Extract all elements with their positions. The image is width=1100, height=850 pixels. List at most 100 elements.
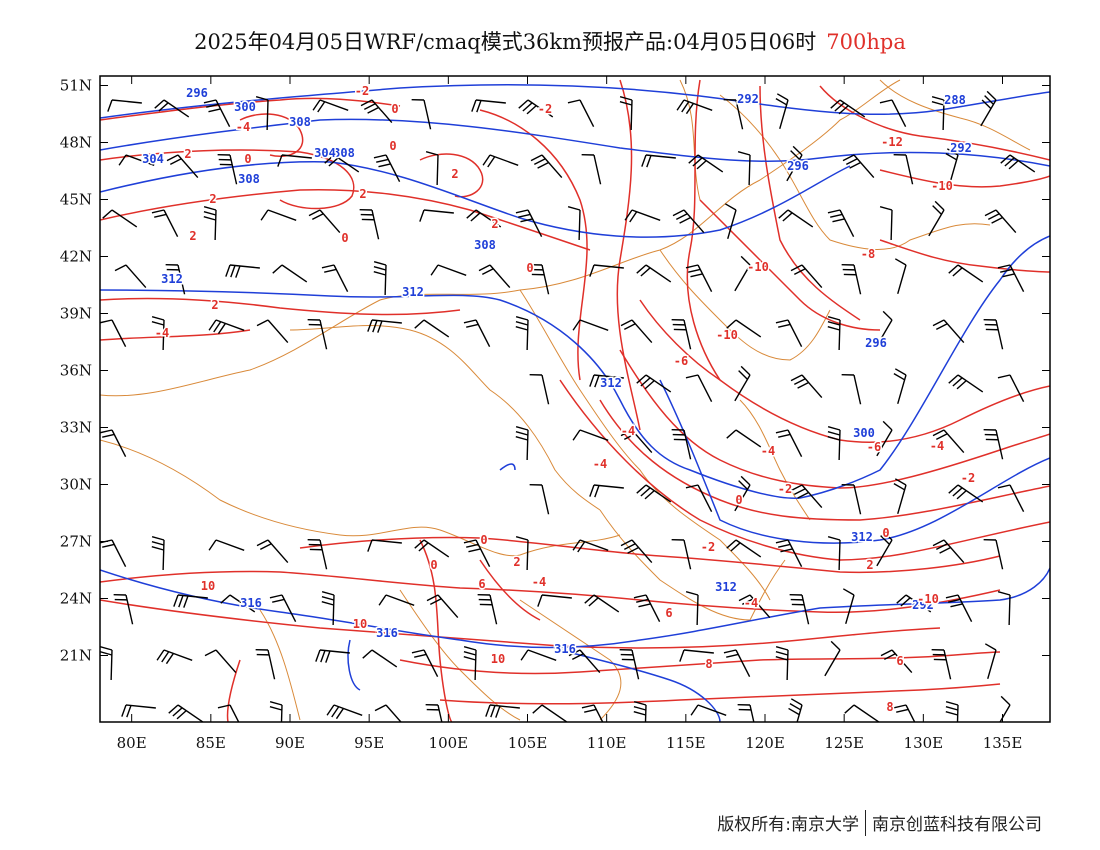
wind-barb [151,535,165,571]
wind-barb [308,209,341,234]
lon-tick-label: 110E [587,734,627,752]
wind-barb [589,264,624,277]
height-contour-label: 316 [376,626,398,640]
lat-tick-label: 27N [60,533,92,551]
height-contour-label: 312 [851,530,873,544]
temperature-contour-label: 8 [705,657,712,671]
temperature-contour-line [100,188,591,251]
wind-barb [471,99,506,113]
lat-tick-label: 36N [60,362,92,380]
wind-barb [671,539,692,570]
wind-barb [515,315,529,351]
wind-barb [775,539,803,568]
temperature-contour-label: 2 [359,187,366,201]
wind-barb [203,99,231,128]
wind-barb [321,590,335,626]
wind-barb [373,154,401,183]
wind-barb [896,594,932,613]
wind-barb [931,649,952,680]
wind-barb [567,99,595,128]
temperature-contour-line [686,79,721,381]
wind-barb [411,649,439,678]
temperature-contour-line [879,169,1050,188]
wind-barb [685,590,699,626]
lon-tick-label: 95E [354,734,384,752]
wind-barb [738,594,771,619]
temperature-contour-line [479,109,588,381]
wind-barb [824,640,841,677]
wind-barb [827,315,841,351]
wind-barb [315,649,350,663]
temperature-contour-line [439,683,1001,705]
temperature-contour-line [759,85,861,321]
pressure-level: 700hpa [826,30,906,54]
temperature-contour-line [399,651,1001,675]
wind-barb [151,209,179,238]
lon-tick-label: 90E [275,734,305,752]
wind-barbs [100,90,1036,722]
wind-barb [272,264,308,283]
wind-barb [260,209,297,221]
temperature-contour-label: 0 [389,139,396,153]
contour-labels: 2963003083083083043043123123083123163163… [141,83,977,716]
wind-barb [203,205,217,241]
height-contour-line [100,567,1050,649]
wind-barb [983,429,1004,460]
wind-barb [173,594,208,608]
wind-barb [789,594,810,625]
temperature-contour-label: 10 [491,652,505,666]
height-contour-line [100,118,1050,167]
temperature-contour-line [616,79,641,431]
wind-barb [841,374,862,405]
temperature-contour-line [419,539,453,722]
wind-barb [723,649,751,678]
wind-barb [572,319,609,331]
temperature-contour-label: 2 [184,147,191,161]
wind-barb [208,319,245,335]
wind-barb [367,539,402,552]
wind-barb [217,154,238,185]
wind-barb [775,429,803,458]
lat-tick-label: 33N [60,419,92,437]
wind-barb [893,478,907,515]
wind-barb [362,649,398,668]
wind-barb [414,539,450,558]
wind-barb [572,429,609,441]
wind-barb [723,99,744,130]
wind-barb [999,695,1011,722]
lon-tick-label: 125E [824,734,864,752]
temperature-contour-label: 2 [189,229,196,243]
wind-barb [374,704,402,722]
lon-tick-label: 100E [429,734,469,752]
temperature-contour-label: -4 [236,120,250,134]
temperature-contour-line [100,149,355,210]
height-contour-label: 312 [600,376,622,390]
wind-barb [166,154,199,179]
temperature-contour-label: 0 [341,231,348,245]
height-contour-line [100,83,1050,119]
temperature-contour-label: -4 [155,326,169,340]
wind-barb [100,539,127,568]
lat-tick-label: 21N [60,647,92,665]
wind-barb [485,704,520,718]
wind-barb [425,704,443,722]
height-contour-label: 296 [186,86,208,100]
temperature-contour-label: 0 [735,493,742,507]
height-contour-line [559,649,721,722]
temperature-contour-label: -2 [538,102,552,116]
temperature-contour-label: -10 [917,592,939,606]
temperature-contour-label: 6 [478,577,485,591]
title-text: 2025年04月05日WRF/cmaq模式36km预报产品:04月05日06时 [194,30,817,54]
wind-barb [775,93,789,130]
temperature-contour-label: -4 [761,444,775,458]
wind-barb [121,704,156,718]
wind-barb [463,645,477,681]
wind-barb [100,319,127,348]
temperature-contour-label: 0 [480,533,487,547]
wind-barb [726,539,762,558]
temperature-contour-label: 2 [866,558,873,572]
temperature-contour-label: 2 [513,555,520,569]
wind-barb [102,209,138,228]
temperature-contour-label: 10 [201,579,215,593]
